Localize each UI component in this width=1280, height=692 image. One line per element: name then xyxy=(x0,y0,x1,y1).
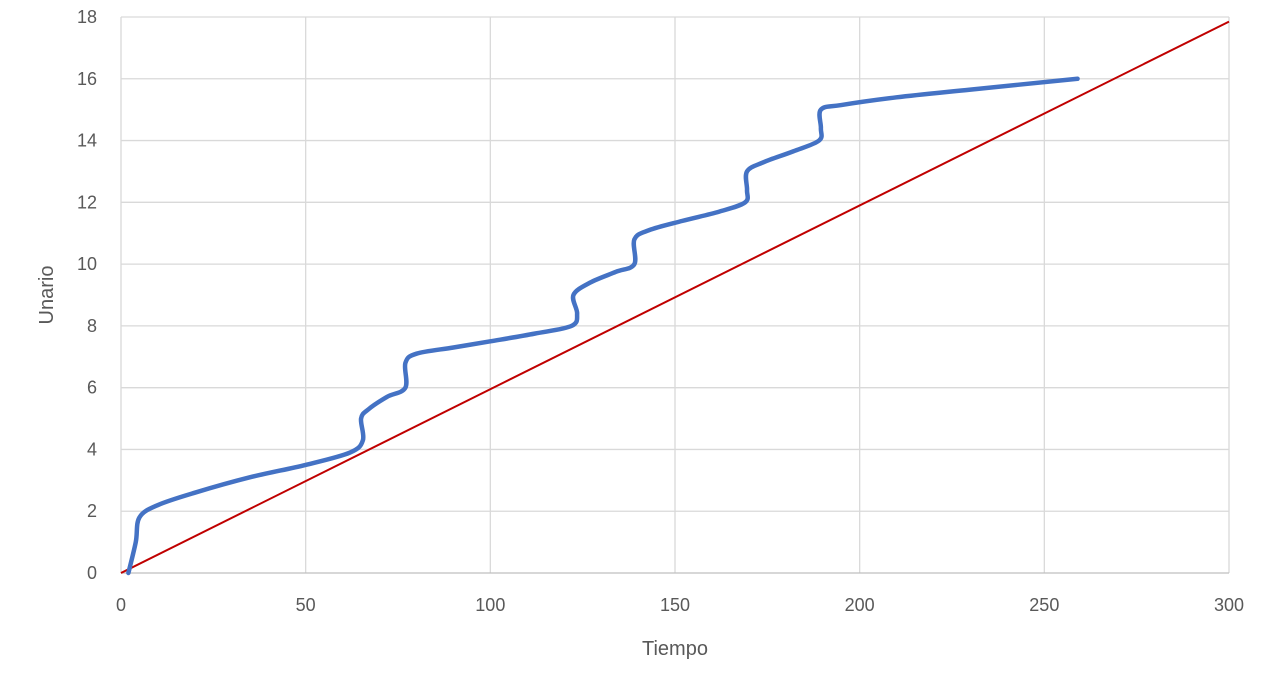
y-tick-label: 14 xyxy=(77,131,97,151)
y-tick-label: 16 xyxy=(77,69,97,89)
y-axis-title: Unario xyxy=(36,266,58,325)
y-tick-label: 18 xyxy=(77,7,97,27)
y-tick-label: 8 xyxy=(87,316,97,336)
axes xyxy=(120,17,1229,574)
y-tick-label: 10 xyxy=(77,254,97,274)
x-tick-label: 50 xyxy=(296,595,316,615)
tick-labels: 0 50 100 150 200 250 300 0 2 4 6 8 10 12 14 16 18 xyxy=(77,7,1244,615)
x-axis-title: Tiempo xyxy=(642,638,708,660)
y-tick-label: 2 xyxy=(87,501,97,521)
y-tick-label: 12 xyxy=(77,192,97,212)
gridlines xyxy=(121,16,1230,573)
y-tick-label: 4 xyxy=(87,439,97,459)
series-line-1 xyxy=(120,20,1230,574)
y-tick-label: 6 xyxy=(87,378,97,398)
x-tick-label: 150 xyxy=(660,595,690,615)
series-line-0 xyxy=(126,76,1080,576)
x-tick-label: 100 xyxy=(475,595,505,615)
x-tick-label: 200 xyxy=(845,595,875,615)
y-tick-label: 0 xyxy=(87,563,97,583)
series-layer xyxy=(120,20,1230,576)
x-tick-label: 0 xyxy=(116,595,126,615)
x-tick-label: 250 xyxy=(1029,595,1059,615)
x-tick-label: 300 xyxy=(1214,595,1244,615)
